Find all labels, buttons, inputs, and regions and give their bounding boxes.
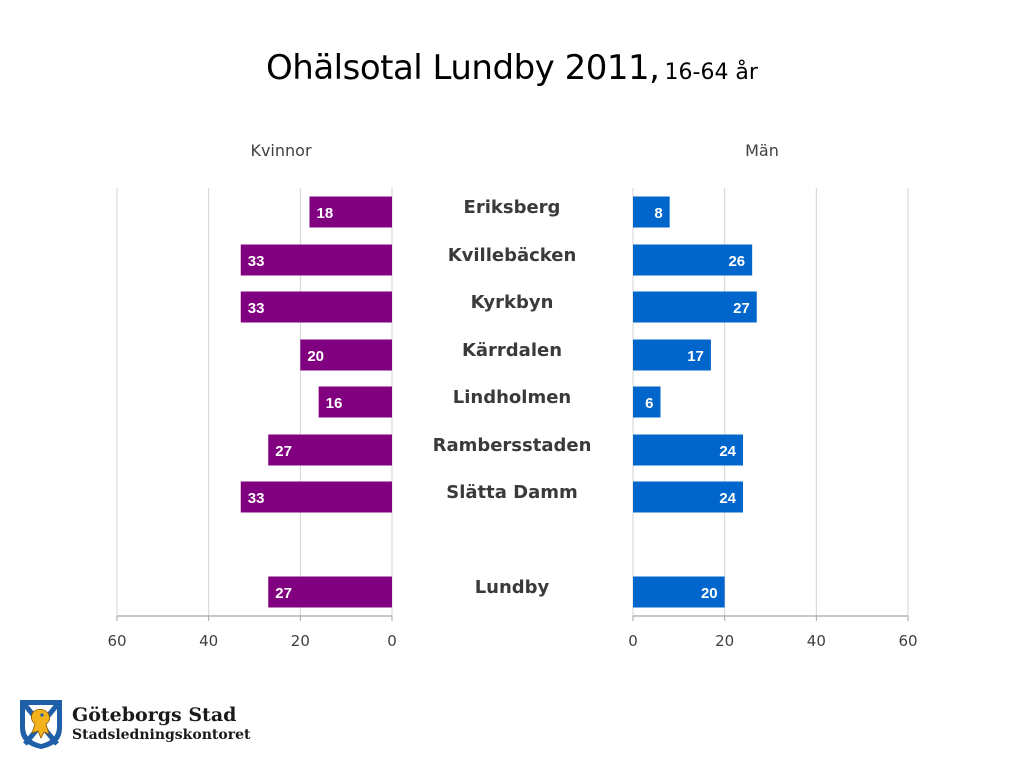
men-data-label: 8 [654,205,662,222]
logo-department: Stadsledningskontoret [72,727,251,743]
category-label: Slätta Damm [446,482,578,503]
women-bar [268,434,392,466]
men-bar [633,291,757,323]
women-data-label: 27 [275,443,292,460]
men-bar [633,434,743,466]
coat-of-arms-lion-icon [20,700,62,750]
women-data-label: 20 [307,348,324,365]
men-panel-title: Män [745,141,779,160]
women-bar [309,196,392,228]
men-x-tick-label: 0 [628,632,638,650]
logo: Göteborgs Stad Stadsledningskontoret [18,698,278,758]
men-x-tick-label: 20 [715,632,734,650]
men-x-tick-label: 40 [807,632,826,650]
women-bar [240,244,392,276]
women-bar [300,339,392,371]
women-bar [318,386,392,418]
women-data-label: 33 [248,253,265,270]
chart-title: Ohälsotal Lundby 2011, 16-64 år [0,48,1024,88]
women-x-tick-label: 20 [291,632,310,650]
category-label: Lundby [475,577,550,598]
men-data-label: 24 [719,443,736,460]
category-label: Kärrdalen [462,340,562,361]
men-bar [633,386,661,418]
men-bar [633,481,743,513]
men-data-label: 26 [728,253,745,270]
women-data-label: 16 [326,395,343,412]
title-main: Ohälsotal Lundby 2011, [266,48,660,88]
men-data-label: 27 [733,300,750,317]
women-bar [268,576,392,608]
women-data-label: 18 [317,205,334,222]
women-x-tick-label: 0 [387,632,397,650]
logo-name: Göteborgs Stad [72,704,237,726]
men-bar [633,196,670,228]
women-x-tick-label: 40 [199,632,218,650]
women-bar [240,291,392,323]
women-data-label: 27 [275,585,292,602]
men-data-label: 17 [687,348,704,365]
men-bar [633,244,753,276]
men-x-tick-label: 60 [898,632,917,650]
men-data-label: 6 [645,395,653,412]
men-bar [633,339,711,371]
women-bar [240,481,392,513]
category-label: Lindholmen [453,387,571,408]
men-bar [633,576,725,608]
women-data-label: 33 [248,490,265,507]
title-subtitle: 16-64 år [664,60,758,85]
women-x-tick-label: 60 [107,632,126,650]
women-data-label: 33 [248,300,265,317]
men-data-label: 20 [701,585,718,602]
category-label: Kvillebäcken [448,245,577,266]
category-label: Kyrkbyn [471,292,554,313]
men-data-label: 24 [719,490,736,507]
women-panel-title: Kvinnor [250,141,311,160]
category-label: Rambersstaden [433,435,592,456]
category-label: Eriksberg [464,197,561,218]
